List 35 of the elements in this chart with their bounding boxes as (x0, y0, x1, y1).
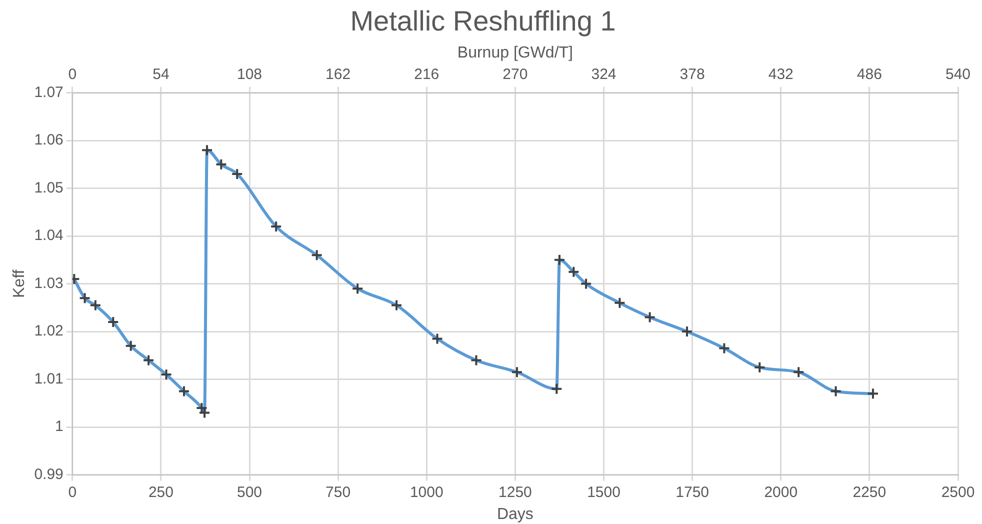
x-tick-label: 0 (68, 484, 77, 501)
y-axis-title: Keff (11, 269, 28, 298)
x2-tick-label: 216 (414, 66, 440, 83)
y-tick-label: 1 (55, 418, 64, 436)
x-axis-title: Days (496, 506, 534, 523)
y-tick-label: 1.07 (34, 84, 64, 101)
y-tick-label: 1.06 (34, 132, 64, 149)
y-tick-label: 1.01 (34, 370, 64, 388)
x-tick-label: 1500 (587, 484, 620, 501)
chart-title: Metallic Reshuffling 1 (350, 6, 616, 37)
x-tick-label: 1000 (410, 484, 444, 501)
x2-tick-label: 0 (68, 66, 77, 83)
x2-tick-label: 54 (152, 66, 170, 83)
y-tick-label: 1.04 (34, 227, 64, 244)
y-tick-label: 1.05 (34, 179, 64, 196)
x2-tick-label: 540 (945, 66, 971, 83)
x2-tick-label: 324 (591, 66, 616, 83)
x-tick-label: 1750 (676, 484, 710, 501)
x2-tick-label: 378 (680, 66, 705, 83)
y-tick-label: 0.99 (34, 466, 64, 483)
x2-tick-label: 486 (856, 66, 882, 83)
x-tick-label: 1250 (498, 484, 532, 501)
x-tick-label: 500 (237, 484, 262, 501)
y-tick-label: 1.03 (34, 274, 64, 292)
x-tick-label: 250 (148, 484, 174, 501)
x2-tick-label: 432 (768, 66, 794, 83)
x2-tick-label: 162 (326, 66, 351, 83)
x-tick-label: 2250 (852, 484, 886, 501)
x-tick-label: 2500 (941, 484, 975, 501)
x2-tick-label: 108 (237, 66, 262, 83)
x2-axis-title: Burnup [GWd/T] (457, 44, 573, 62)
x-tick-label: 750 (326, 484, 351, 501)
x-tick-label: 2000 (764, 484, 798, 501)
x2-tick-label: 270 (502, 66, 528, 83)
y-tick-label: 1.02 (34, 322, 64, 340)
